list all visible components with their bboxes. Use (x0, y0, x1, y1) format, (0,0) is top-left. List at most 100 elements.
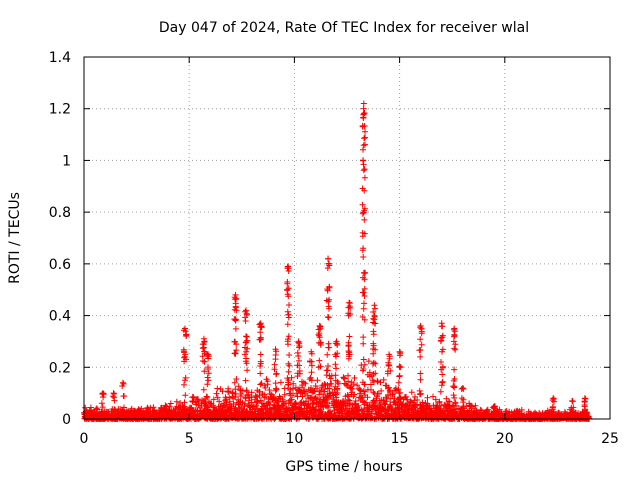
data-point (439, 378, 446, 385)
data-point (325, 255, 332, 262)
data-point (285, 333, 292, 340)
data-point (210, 396, 217, 403)
x-tick-label: 0 (80, 431, 89, 447)
data-point (321, 380, 328, 387)
data-point (271, 402, 278, 409)
data-point (238, 391, 245, 397)
data-point (359, 210, 366, 217)
data-point (334, 340, 341, 347)
data-point (350, 381, 357, 388)
data-point (360, 110, 367, 117)
data-point (372, 360, 379, 367)
data-point (361, 174, 368, 181)
data-point (361, 293, 368, 299)
data-point (266, 387, 273, 393)
data-point (332, 391, 339, 398)
data-point (439, 323, 446, 330)
data-point (167, 400, 174, 407)
data-point (120, 380, 127, 387)
data-point (346, 397, 353, 404)
plot-frame (83, 56, 611, 420)
data-point (233, 295, 240, 302)
data-point (214, 394, 221, 401)
data-point (258, 323, 265, 330)
data-point (121, 404, 127, 411)
data-point (370, 359, 377, 366)
data-point (418, 341, 425, 348)
data-point (309, 396, 316, 402)
data-point (424, 394, 431, 401)
data-point (226, 394, 233, 401)
data-point (477, 406, 484, 413)
data-point (417, 401, 424, 408)
y-tick-label: 0.8 (49, 205, 71, 221)
data-point (242, 344, 248, 351)
data-point (181, 353, 188, 360)
data-point (436, 398, 443, 405)
data-point (205, 370, 212, 377)
data-point (345, 378, 352, 385)
data-point (100, 390, 107, 397)
data-point (316, 332, 323, 339)
data-point (150, 404, 157, 411)
data-point (361, 316, 368, 323)
data-point (232, 394, 238, 400)
data-point (181, 377, 188, 384)
data-point (326, 284, 333, 291)
data-point (417, 370, 424, 377)
data-point (450, 392, 457, 399)
data-point (362, 128, 368, 135)
data-point (258, 380, 265, 387)
data-point (244, 367, 251, 374)
data-point (396, 373, 403, 380)
data-point (302, 380, 309, 387)
data-point (204, 394, 211, 401)
y-tick-label: 1 (62, 153, 71, 169)
data-point (334, 406, 340, 413)
data-point (290, 380, 297, 387)
data-point (216, 398, 223, 405)
data-point (360, 209, 367, 216)
data-point (403, 393, 410, 400)
data-point (451, 366, 458, 373)
data-point (181, 358, 188, 365)
data-point (204, 352, 211, 358)
data-point (324, 415, 330, 422)
data-point (244, 337, 251, 344)
data-point (451, 325, 458, 332)
data-point (491, 415, 498, 422)
data-point (359, 367, 366, 374)
data-point (232, 325, 239, 332)
data-point (345, 355, 352, 362)
data-point (285, 293, 292, 300)
data-point (213, 390, 220, 397)
data-point (241, 351, 248, 358)
data-point (360, 289, 367, 296)
data-point (285, 336, 291, 343)
data-points (81, 100, 593, 422)
data-point (360, 157, 367, 164)
data-point (287, 386, 294, 393)
data-point (286, 302, 292, 308)
data-point (82, 404, 89, 411)
data-point (346, 351, 353, 358)
data-point (233, 347, 240, 354)
data-point (232, 390, 239, 397)
data-point (460, 399, 467, 406)
y-tick-label: 0 (62, 412, 71, 428)
data-point (372, 406, 379, 413)
data-point (272, 380, 279, 387)
data-point (360, 269, 367, 276)
data-point (284, 375, 291, 382)
data-point (359, 122, 366, 129)
data-point (296, 357, 302, 364)
data-point (309, 387, 316, 394)
data-point (361, 300, 367, 307)
data-point (257, 370, 264, 377)
data-point (99, 404, 106, 411)
data-point (569, 398, 576, 405)
data-point (262, 384, 269, 391)
data-point (351, 391, 358, 398)
data-point (93, 405, 100, 412)
data-point (328, 380, 335, 387)
